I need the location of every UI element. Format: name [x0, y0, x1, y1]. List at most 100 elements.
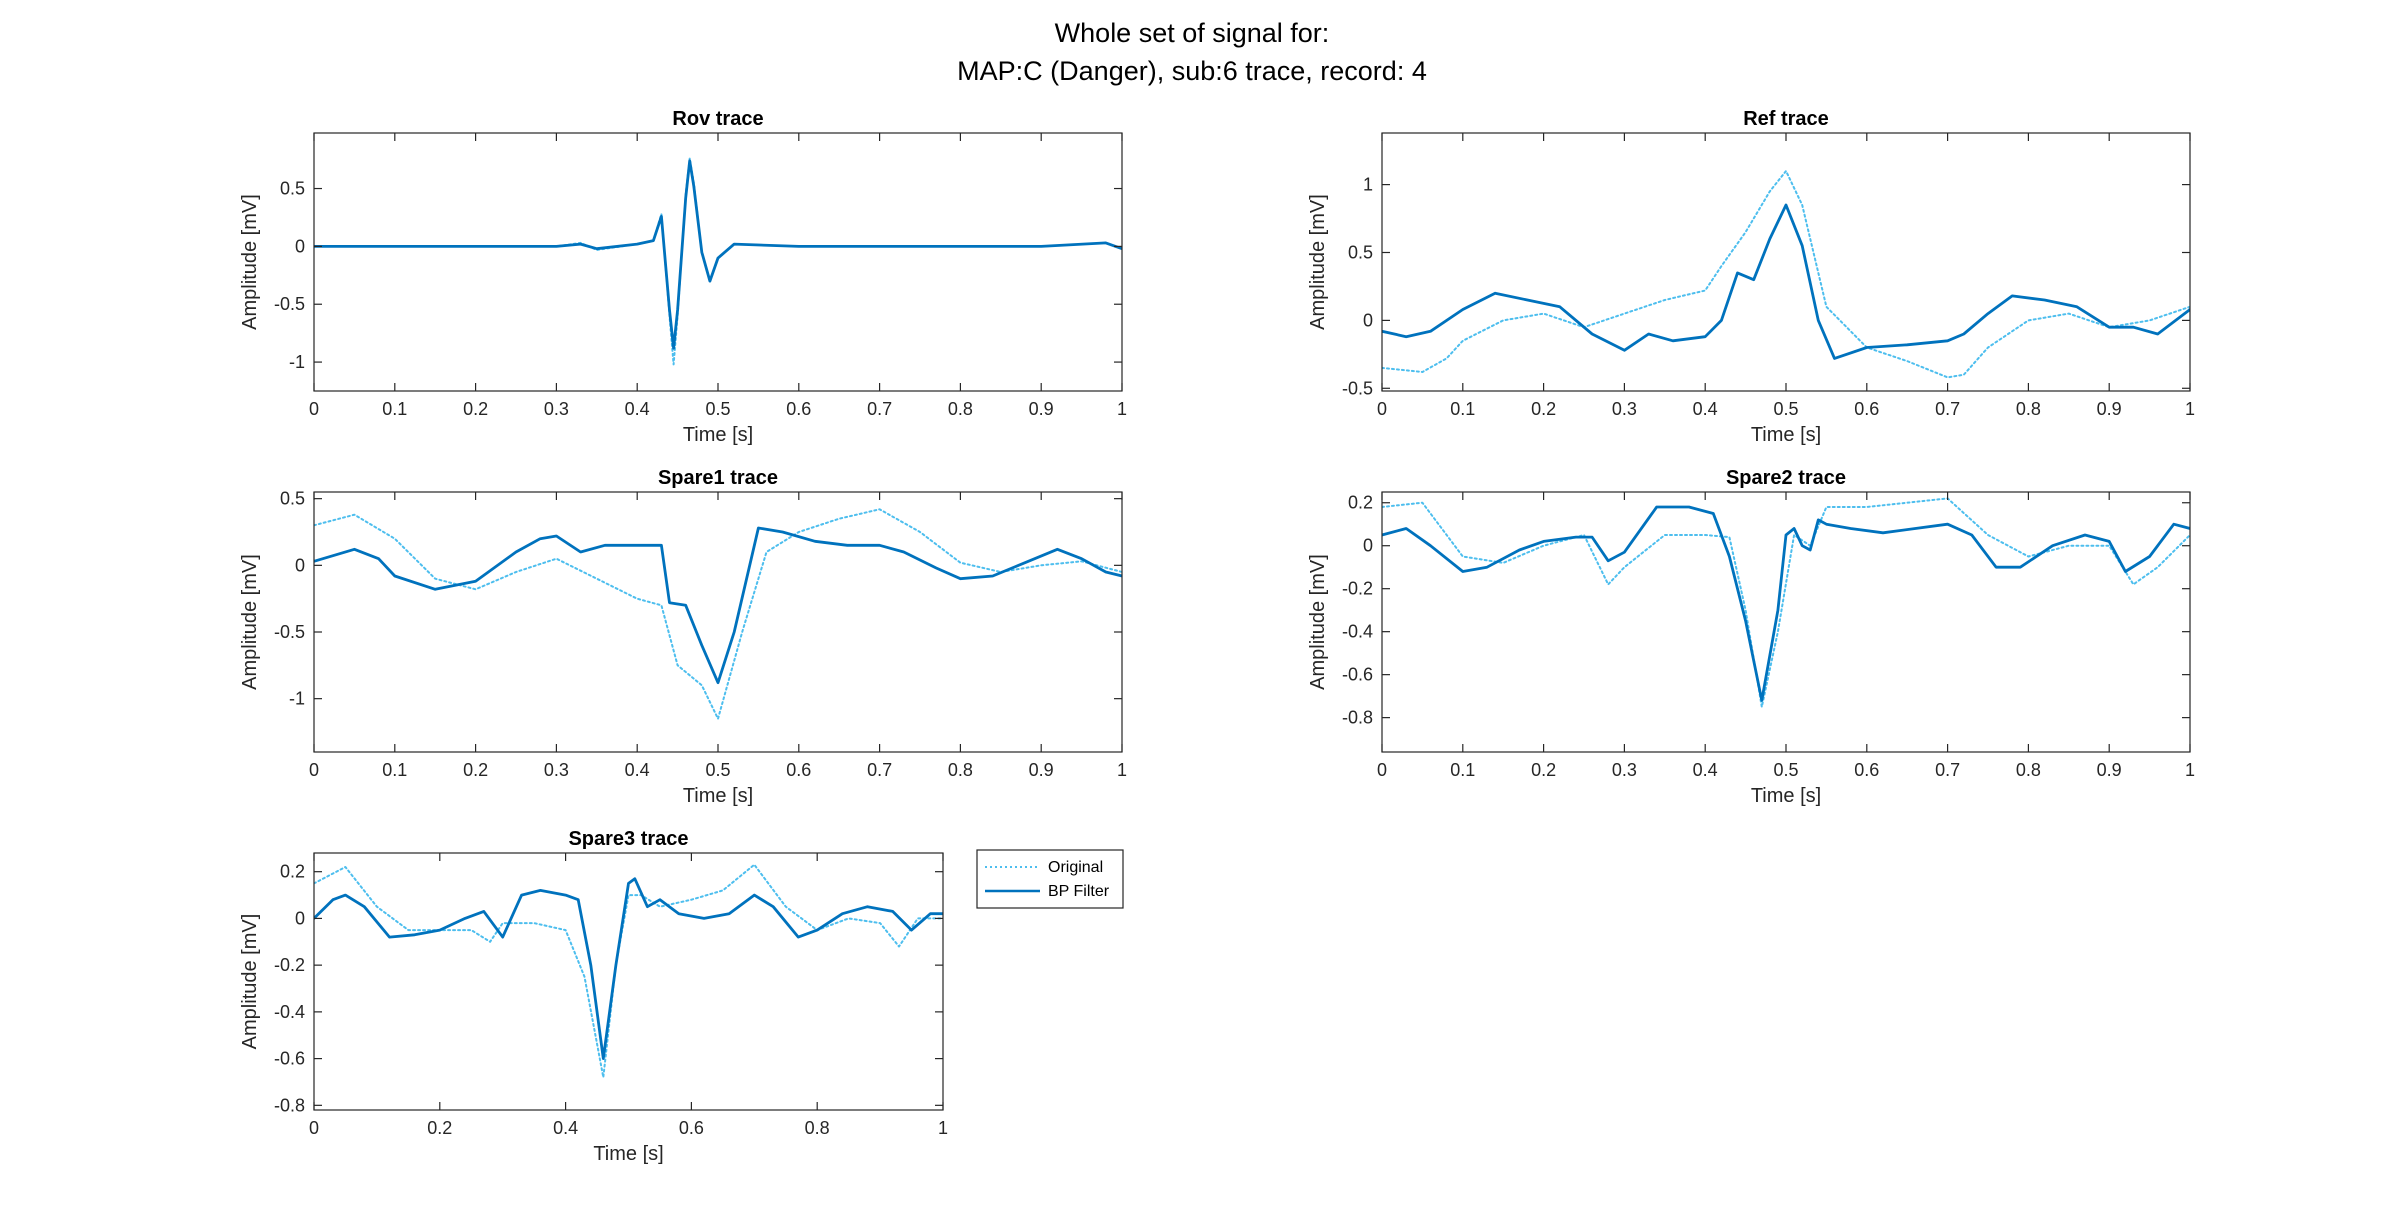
x-tick-label: 0 [309, 760, 319, 780]
y-tick-label: -0.5 [1342, 378, 1373, 398]
x-axis-label: Time [s] [683, 785, 753, 807]
subplot-title: Rov trace [672, 108, 763, 130]
plot-area [1382, 133, 2190, 391]
y-axis-label: Amplitude [mV] [1307, 554, 1329, 690]
y-tick-label: 0 [295, 555, 305, 575]
x-tick-label: 0.7 [1935, 399, 1960, 419]
x-tick-label: 0.2 [463, 760, 488, 780]
x-tick-label: 0.9 [1029, 399, 1054, 419]
y-tick-label: -0.8 [274, 1095, 305, 1115]
subplot-1: 0 0.1 0.2 0.3 0.4 0.5 0.6 0.7 0.8 0.9 1 -1 -0.5 0 0.5 R… [239, 108, 1127, 446]
y-tick-label: -0.6 [274, 1049, 305, 1069]
x-axis-label: Time [s] [593, 1143, 663, 1165]
y-tick-label: 0.5 [280, 489, 305, 509]
x-tick-label: 0.1 [1450, 760, 1475, 780]
y-tick-label: -0.4 [274, 1002, 305, 1022]
x-tick-label: 0.2 [463, 399, 488, 419]
subplot-title: Spare1 trace [658, 467, 778, 489]
series-line-bp-filter [1382, 505, 2190, 702]
y-axis-label: Amplitude [mV] [239, 914, 261, 1050]
y-axis-label: Amplitude [mV] [239, 554, 261, 690]
x-tick-label: 0 [309, 1118, 319, 1138]
x-tick-label: 0.8 [948, 760, 973, 780]
x-tick-label: 0.4 [1693, 399, 1718, 419]
x-tick-label: 0.8 [948, 399, 973, 419]
x-tick-label: 0.9 [2097, 399, 2122, 419]
x-tick-label: 1 [2185, 760, 2195, 780]
x-tick-label: 0.6 [679, 1118, 704, 1138]
x-tick-label: 0.2 [1531, 399, 1556, 419]
x-tick-label: 0.6 [1854, 760, 1879, 780]
x-tick-label: 0.8 [805, 1118, 830, 1138]
x-axis-label: Time [s] [683, 424, 753, 446]
series-line-bp-filter [314, 526, 1122, 685]
y-tick-label: 0 [1363, 536, 1373, 556]
x-tick-label: 0.9 [2097, 760, 2122, 780]
x-axis-label: Time [s] [1751, 785, 1821, 807]
y-tick-label: -0.4 [1342, 622, 1373, 642]
x-tick-label: 0.5 [1773, 760, 1798, 780]
subplot-title: Spare2 trace [1726, 467, 1846, 489]
x-axis-label: Time [s] [1751, 424, 1821, 446]
y-axis-label: Amplitude [mV] [239, 194, 261, 330]
x-tick-label: 1 [1117, 760, 1127, 780]
y-tick-label: -0.6 [1342, 665, 1373, 685]
subplot-3: 0 0.1 0.2 0.3 0.4 0.5 0.6 0.7 0.8 0.9 1 -1 -0.5 0 0.5 S… [239, 467, 1127, 807]
y-tick-label: -1 [289, 689, 305, 709]
x-tick-label: 0.4 [553, 1118, 578, 1138]
y-tick-label: -0.2 [1342, 579, 1373, 599]
legend-original-label: Original [1048, 859, 1103, 876]
x-tick-label: 0.8 [2016, 399, 2041, 419]
series-line-original [1382, 497, 2190, 708]
x-tick-label: 0.7 [867, 760, 892, 780]
x-tick-label: 0.3 [1612, 399, 1637, 419]
y-tick-label: 0 [295, 236, 305, 256]
x-tick-label: 0.1 [382, 760, 407, 780]
x-tick-label: 1 [2185, 399, 2195, 419]
series-line-bp-filter [314, 877, 943, 1060]
series-line-bp-filter [314, 159, 1122, 350]
y-tick-label: 0.5 [280, 179, 305, 199]
x-tick-label: 0.2 [427, 1118, 452, 1138]
y-tick-label: -0.5 [274, 294, 305, 314]
x-tick-label: 0 [1377, 399, 1387, 419]
x-tick-label: 0.5 [1773, 399, 1798, 419]
plot-area [314, 492, 1122, 752]
x-tick-label: 0.6 [1854, 399, 1879, 419]
subplot-2: 0 0.1 0.2 0.3 0.4 0.5 0.6 0.7 0.8 0.9 1-0.500.51Re… [1307, 108, 2195, 446]
x-tick-label: 0.4 [1693, 760, 1718, 780]
x-tick-label: 0.3 [1612, 760, 1637, 780]
x-tick-label: 0.7 [867, 399, 892, 419]
x-tick-label: 0 [309, 399, 319, 419]
x-tick-label: 0.3 [544, 399, 569, 419]
x-tick-label: 0.1 [1450, 399, 1475, 419]
x-tick-label: 0.4 [625, 399, 650, 419]
subplot-title: Ref trace [1743, 108, 1829, 130]
y-tick-label: 0 [295, 908, 305, 928]
series-line-original [314, 508, 1122, 720]
x-tick-label: 0.7 [1935, 760, 1960, 780]
x-tick-label: 0.3 [544, 760, 569, 780]
x-tick-label: 0 [1377, 760, 1387, 780]
y-tick-label: 1 [1363, 175, 1373, 195]
axes-box [313, 852, 944, 1111]
y-tick-label: -0.2 [274, 955, 305, 975]
x-tick-label: 0.5 [705, 399, 730, 419]
x-tick-label: 0.5 [705, 760, 730, 780]
x-tick-label: 1 [1117, 399, 1127, 419]
x-tick-label: 0.2 [1531, 760, 1556, 780]
subplot-5: 0 0.2 0.4 0.6 0.8 1 -0.8 -0.6 -0.4 -0.2 0 0.2 Spare3… [239, 828, 948, 1165]
y-tick-label: 0.5 [1348, 242, 1373, 262]
y-tick-label: 0.2 [280, 862, 305, 882]
series-line-original [1382, 170, 2190, 379]
legend-box [976, 849, 1124, 909]
x-tick-label: 0.6 [786, 760, 811, 780]
x-tick-label: 1 [938, 1118, 948, 1138]
legend: Original BP Filter [976, 849, 1124, 909]
subplot-4: 0 0.1 0.2 0.3 0.4 0.5 0.6 0.7 0.8 0.9 1 -0.8 -0.6 -0.… [1307, 467, 2195, 807]
legend-filtered-label: BP Filter [1048, 883, 1110, 900]
y-tick-label: -1 [289, 352, 305, 372]
subplot-title: Spare3 trace [568, 828, 688, 850]
series-line-bp-filter [1382, 203, 2190, 360]
